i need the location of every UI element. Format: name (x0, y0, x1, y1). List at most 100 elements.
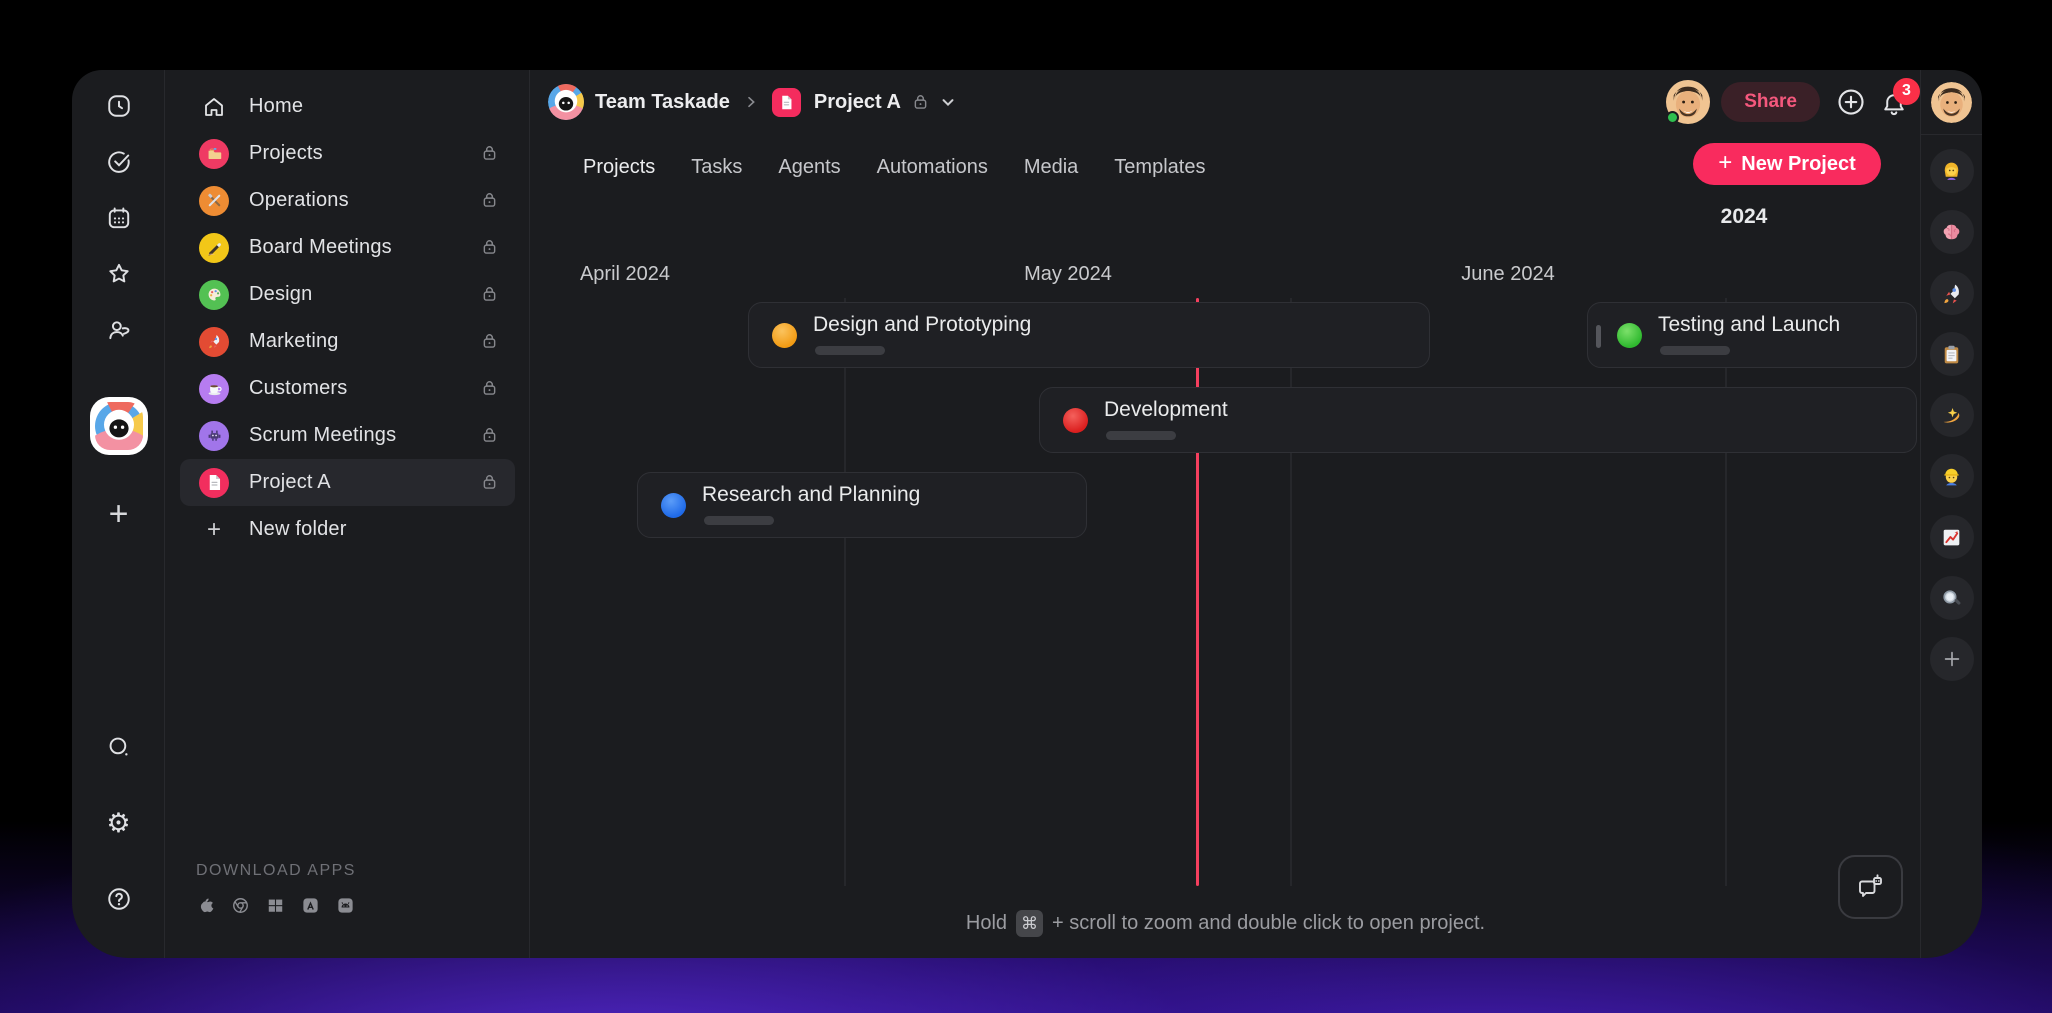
user-avatar[interactable] (1931, 82, 1972, 123)
card-progress-bar (1660, 346, 1730, 355)
chrome-icon[interactable] (231, 896, 250, 915)
timeline-card-research-and-planning[interactable]: Research and Planning (637, 472, 1087, 538)
agent-chart-emoji-icon[interactable] (1929, 515, 1974, 559)
agent-woman-emoji-icon[interactable] (1929, 149, 1974, 193)
add-member-button[interactable] (1836, 87, 1866, 117)
tab-media[interactable]: Media (1023, 156, 1079, 178)
sidebar-item-label: Customers (249, 377, 348, 399)
sidebar-item-customers[interactable]: Customers (180, 365, 515, 412)
tab-automations[interactable]: Automations (876, 156, 988, 178)
notifications-button[interactable]: 3 (1880, 77, 1920, 117)
sidebar-item-scrum-meetings[interactable]: Scrum Meetings (180, 412, 515, 459)
ai-chat-button[interactable] (1838, 855, 1903, 919)
team-avatar[interactable] (548, 84, 584, 120)
palette-emoji-icon (199, 279, 229, 310)
agent-brain-emoji-icon[interactable] (1929, 210, 1974, 254)
sidebar-item-board-meetings[interactable]: Board Meetings (180, 224, 515, 271)
command-key-icon: ⌘ (1016, 910, 1044, 937)
sidebar-item-label: Design (249, 283, 313, 305)
timeline-card-design-and-prototyping[interactable]: Design and Prototyping (748, 302, 1430, 368)
timeline-month-may: May 2024 (1024, 263, 1112, 285)
chat-bot-icon (1858, 874, 1882, 897)
timeline-gridline (844, 298, 846, 886)
sidebar-item-design[interactable]: Design (180, 271, 515, 318)
search-icon[interactable] (106, 734, 132, 760)
sidebar-item-marketing[interactable]: Marketing (180, 318, 515, 365)
drag-handle[interactable] (1596, 325, 1601, 348)
tab-projects[interactable]: Projects (583, 156, 656, 178)
lock-icon (480, 285, 499, 304)
breadcrumb: Team Taskade Project A (531, 82, 957, 122)
starred-icon[interactable] (106, 261, 132, 287)
new-project-button[interactable]: + New Project (1693, 143, 1881, 185)
breadcrumb-team-name[interactable]: Team Taskade (595, 90, 730, 113)
add-workspace-icon[interactable]: + (108, 495, 129, 533)
timeline-month-april: April 2024 (579, 263, 671, 285)
sidebar-item-label: Projects (249, 142, 323, 164)
download-apps-section: DOWNLOAD APPS (196, 862, 356, 915)
timeline-card-development[interactable]: Development (1039, 387, 1917, 453)
lock-icon (480, 379, 499, 398)
new-folder-label: New folder (249, 518, 347, 540)
clock-icon[interactable] (106, 93, 132, 119)
agent-clipboard-emoji-icon[interactable] (1929, 332, 1974, 376)
home-icon (199, 92, 229, 122)
sidebar-item-label: Scrum Meetings (249, 424, 397, 446)
completed-tasks-icon[interactable] (106, 149, 132, 175)
online-status-dot (1666, 110, 1680, 124)
sidebar-item-projects[interactable]: Projects (180, 130, 515, 177)
agents-icon[interactable] (106, 317, 132, 343)
card-progress-bar (815, 346, 885, 355)
settings-icon[interactable]: ⚙ (106, 807, 131, 839)
hint-prefix: Hold (965, 912, 1008, 934)
card-title: Design and Prototyping (813, 313, 1032, 336)
project-document-icon[interactable] (771, 87, 801, 117)
sidebar-item-label: Project A (249, 471, 331, 493)
breadcrumb-project-name[interactable]: Project A (813, 90, 901, 113)
user-avatar[interactable] (1666, 79, 1711, 124)
plus-icon: + (1718, 149, 1733, 176)
android-icon[interactable] (336, 896, 355, 915)
sidebar-item-operations[interactable]: Operations (180, 177, 515, 224)
blue-dot-icon (661, 493, 686, 518)
download-apps-title: DOWNLOAD APPS (196, 862, 356, 879)
document-icon (199, 467, 229, 498)
agent-magnifier-emoji-icon[interactable] (1929, 576, 1974, 620)
workspace-avatar-image (94, 402, 143, 450)
new-folder-button[interactable]: + New folder (180, 506, 515, 553)
tab-agents[interactable]: Agents (778, 156, 841, 178)
agents-rail (1920, 70, 1982, 958)
agent-dizzy-emoji-icon[interactable] (1929, 393, 1974, 437)
green-dot-icon (1617, 323, 1642, 348)
appstore-icon[interactable] (301, 896, 320, 915)
share-button[interactable]: Share (1721, 81, 1820, 122)
sidebar-item-project-a[interactable]: Project A (180, 459, 515, 506)
tab-templates[interactable]: Templates (1114, 156, 1206, 178)
card-progress-bar (1106, 431, 1176, 440)
red-dot-icon (1063, 408, 1088, 433)
calendar-icon[interactable] (106, 205, 132, 231)
sidebar-item-home[interactable]: Home (180, 83, 515, 130)
lock-icon (911, 93, 930, 112)
windows-icon[interactable] (266, 896, 285, 915)
timeline-gridline (1290, 298, 1292, 886)
lock-icon (480, 332, 499, 351)
workspace-avatar[interactable] (89, 397, 148, 455)
lock-icon (480, 473, 499, 492)
timeline-card-testing-and-launch[interactable]: Testing and Launch (1587, 302, 1917, 368)
lock-icon (480, 238, 499, 257)
folder-emoji-icon (199, 138, 229, 169)
card-progress-bar (704, 516, 774, 525)
plus-icon: + (206, 515, 221, 543)
tab-tasks[interactable]: Tasks (691, 156, 743, 178)
agent-worker-emoji-icon[interactable] (1929, 454, 1974, 498)
agent-rocket-emoji-icon[interactable] (1929, 271, 1974, 315)
apple-icon[interactable] (196, 896, 215, 915)
chevron-down-icon[interactable] (939, 93, 957, 111)
card-title: Development (1104, 398, 1228, 421)
tools-emoji-icon (199, 185, 229, 216)
project-tabs: Projects Tasks Agents Automations Media … (583, 156, 1205, 179)
add-agent-button[interactable] (1929, 637, 1974, 681)
help-icon[interactable] (106, 886, 132, 912)
